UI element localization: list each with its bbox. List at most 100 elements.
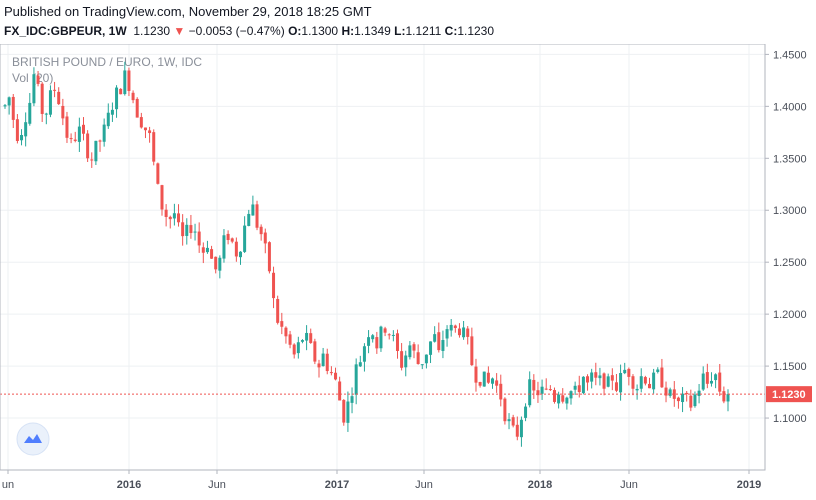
- candle-body: [28, 102, 32, 124]
- candle-body: [226, 233, 230, 241]
- candle-body: [561, 395, 565, 402]
- candle-body: [350, 396, 354, 403]
- candle-body: [296, 342, 300, 354]
- candle-body: [552, 390, 556, 402]
- candle-body: [342, 399, 346, 423]
- candle-body: [139, 117, 143, 128]
- candle-body: [329, 372, 333, 374]
- candle-body: [267, 242, 271, 272]
- candle-body: [115, 87, 119, 110]
- candle-body: [65, 116, 69, 138]
- candle-body: [643, 377, 647, 384]
- candle-body: [652, 372, 656, 390]
- candle-body: [672, 389, 676, 399]
- candle-body: [457, 328, 461, 336]
- candle-body: [222, 235, 226, 259]
- high-value: 1.1349: [354, 24, 391, 38]
- candle-body: [53, 89, 57, 91]
- candle-body: [44, 113, 48, 115]
- candle-body: [573, 385, 577, 390]
- price-axis[interactable]: 1.4500 1.4000 1.3500 1.3000 1.2500 1.2000 1.15…: [765, 49, 807, 425]
- candle-body: [3, 105, 7, 107]
- candle-body: [424, 354, 428, 364]
- x-tick-label: Jun: [208, 479, 226, 491]
- candle-body: [172, 213, 176, 219]
- candle-body: [676, 397, 680, 402]
- candle-body: [313, 341, 317, 362]
- candle-body: [540, 386, 544, 394]
- candle-body: [338, 381, 342, 401]
- candle-body: [110, 109, 114, 115]
- tradingview-logo-icon[interactable]: [16, 422, 50, 456]
- candle-body: [581, 376, 585, 394]
- candle-body: [693, 394, 697, 407]
- candle-body: [73, 139, 77, 141]
- candle-body: [94, 140, 98, 162]
- candle-body: [557, 394, 561, 404]
- y-tick-label: 1.4000: [773, 101, 807, 113]
- candle-body: [491, 378, 495, 384]
- candle-body: [276, 299, 280, 323]
- candle-body: [445, 329, 449, 339]
- candle-body: [98, 140, 102, 142]
- candle-body: [627, 368, 631, 377]
- y-tick-label: 1.3000: [773, 205, 807, 217]
- x-tick-label: 2019: [737, 479, 761, 491]
- candle-body: [499, 383, 503, 400]
- candle-body: [391, 334, 395, 336]
- candle-body: [346, 401, 350, 423]
- candle-body: [668, 389, 672, 396]
- candle-body: [420, 364, 424, 366]
- y-tick-label: 1.1000: [773, 413, 807, 425]
- candle-body: [515, 424, 519, 437]
- candle-body: [619, 373, 623, 393]
- candle-body: [106, 112, 110, 127]
- candle-body: [325, 353, 329, 372]
- candle-body: [32, 74, 36, 104]
- candle-body: [656, 369, 660, 372]
- last-price-tag-bg: [766, 386, 812, 403]
- candle-body: [701, 373, 705, 390]
- candle-body: [462, 327, 466, 338]
- x-tick-label: Jun: [620, 479, 638, 491]
- candle-body: [81, 124, 85, 134]
- candle-body: [586, 376, 590, 383]
- candle-body: [614, 382, 618, 391]
- candle-body: [486, 372, 490, 383]
- x-tick-label: Jun: [415, 479, 433, 491]
- candle-body: [181, 222, 185, 237]
- candle-body: [598, 375, 602, 379]
- candle-body: [664, 387, 668, 396]
- candle-body: [594, 372, 598, 378]
- candle-body: [61, 105, 65, 119]
- candle-body: [709, 380, 713, 384]
- candle-body: [247, 213, 251, 226]
- candle-body: [726, 394, 730, 402]
- candle-body: [503, 398, 507, 422]
- candle-body: [309, 333, 313, 343]
- candle-body: [205, 247, 209, 253]
- y-tick-label: 1.1500: [773, 361, 807, 373]
- candle-body: [189, 225, 193, 234]
- candle-body: [453, 325, 457, 329]
- candle-body: [272, 272, 276, 299]
- plot-frame: [0, 44, 766, 471]
- open-label: O:: [288, 24, 302, 38]
- candle-body: [102, 124, 106, 142]
- candle-body: [610, 375, 614, 381]
- candle-body: [185, 224, 189, 236]
- time-axis[interactable]: un 2016 Jun 2017 Jun 2018 Jun 2019: [2, 470, 761, 491]
- candle-body: [148, 130, 152, 134]
- candle-body: [371, 335, 375, 340]
- candle-body: [334, 372, 338, 380]
- candle-body: [255, 204, 259, 228]
- candle-body: [251, 204, 255, 216]
- candle-body: [20, 135, 24, 141]
- y-tick-label: 1.2000: [773, 309, 807, 321]
- candle-body: [722, 391, 726, 402]
- candle-body: [77, 126, 81, 142]
- price-chart[interactable]: BRITISH POUND / EURO, 1W, IDC Vol (20) 1…: [0, 44, 816, 500]
- candle-body: [408, 345, 412, 358]
- candle-body: [15, 119, 19, 141]
- close-label: C:: [444, 24, 458, 38]
